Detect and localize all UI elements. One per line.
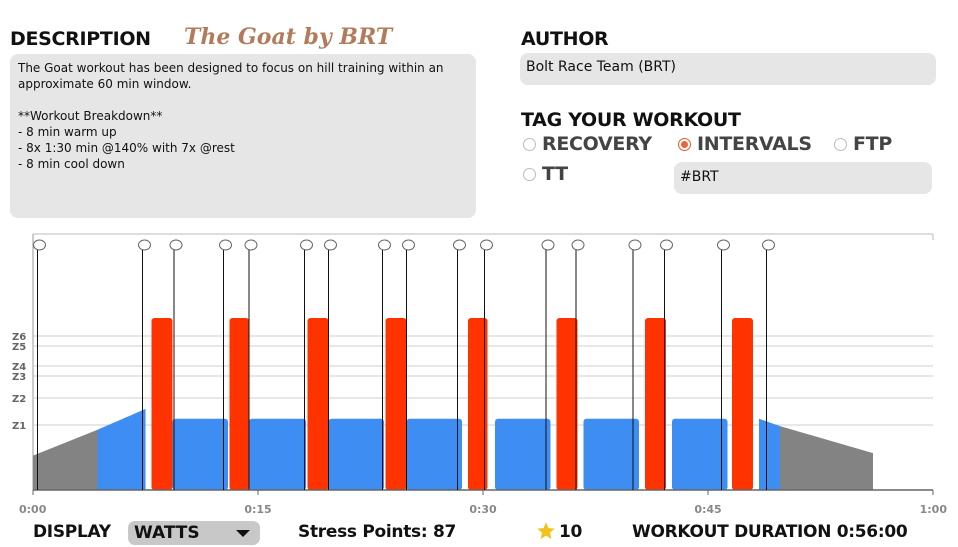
stress-value: 87 [432, 522, 457, 542]
stress-label: Stress Points: [298, 522, 428, 542]
tag-label: INTERVALS [697, 133, 812, 155]
tag-intervals[interactable]: INTERVALS [678, 133, 812, 155]
recovery-block [672, 418, 728, 490]
radio-selected-icon[interactable] [678, 137, 691, 151]
tag-ftp[interactable]: FTP [834, 133, 892, 155]
recovery-block [172, 418, 228, 490]
tag-tt[interactable]: TT [523, 163, 568, 185]
ramp-block [97, 408, 146, 490]
comment-bubble-icon [378, 239, 391, 251]
comment-bubble-icon [402, 239, 415, 251]
description-textarea[interactable]: The Goat workout has been designed to fo… [10, 54, 476, 218]
x-tick-label: 0:45 [694, 503, 721, 516]
duration-label: WORKOUT DURATION [632, 522, 832, 542]
comment-bubble-icon [571, 239, 585, 251]
interval-block [468, 318, 488, 490]
workout-duration: WORKOUT DURATION 0:56:00 [632, 522, 908, 542]
display-value: WATTS [134, 523, 200, 543]
tag-label: FTP [853, 133, 892, 155]
x-tick-label: 1:00 [920, 503, 948, 516]
comment-bubble-icon [453, 239, 466, 251]
zone-label: Z2 [12, 394, 26, 405]
warmup-cooldown-block [33, 429, 98, 490]
zone-label: Z6 [12, 332, 26, 343]
zone-label: Z1 [12, 421, 26, 432]
display-select[interactable]: WATTS [128, 521, 260, 545]
author-field[interactable]: Bolt Race Team (BRT) [520, 53, 936, 85]
recovery-block [495, 418, 551, 490]
radio-icon[interactable] [523, 167, 536, 181]
zone-label: Z4 [12, 362, 26, 373]
interval-block [385, 318, 407, 490]
recovery-block [583, 418, 639, 490]
stress-points: Stress Points: 87 [298, 522, 456, 542]
radio-icon[interactable] [523, 137, 536, 151]
interval-block [307, 318, 329, 490]
display-label: DISPLAY [33, 522, 111, 542]
comment-bubble-icon [138, 239, 151, 251]
recovery-block [249, 418, 306, 490]
zone-label: Z3 [12, 372, 26, 383]
custom-tag-input[interactable]: #BRT [674, 162, 932, 194]
description-header: DESCRIPTION [10, 28, 151, 50]
comment-bubble-icon [541, 239, 555, 251]
comment-bubble-icon [480, 239, 493, 251]
ramp-block [759, 418, 780, 490]
x-tick-label: 0:30 [469, 503, 497, 516]
interval-block [229, 318, 249, 490]
interval-block [151, 318, 173, 490]
recovery-block [328, 418, 384, 490]
interval-block [645, 318, 666, 490]
comment-bubble-icon [762, 239, 775, 251]
zone-label: Z5 [12, 342, 26, 353]
comment-bubble-icon [169, 239, 183, 251]
x-tick-label: 0:00 [19, 503, 47, 516]
tag-label: RECOVERY [542, 133, 652, 155]
tag-recovery[interactable]: RECOVERY [523, 133, 652, 155]
star-icon[interactable] [536, 521, 556, 541]
chevron-down-icon [236, 530, 250, 537]
x-tick-label: 0:15 [244, 503, 271, 516]
comment-bubble-icon [660, 239, 673, 251]
duration-value: 0:56:00 [836, 522, 908, 542]
comment-bubble-icon [717, 239, 730, 251]
comment-bubble-icon [324, 239, 337, 251]
comment-bubble-icon [219, 239, 232, 251]
interval-block [732, 318, 753, 490]
author-header: AUTHOR [521, 28, 609, 50]
interval-block [556, 318, 578, 490]
radio-icon[interactable] [834, 137, 847, 151]
rating-value: 10 [559, 522, 583, 542]
comment-bubble-icon [244, 239, 258, 251]
comment-bubble-icon [628, 239, 642, 251]
tag-label: TT [542, 163, 568, 185]
recovery-block [406, 418, 462, 490]
workout-title[interactable]: The Goat by BRT [184, 24, 393, 50]
warmup-cooldown-block [780, 426, 873, 490]
comment-bubble-icon [33, 239, 46, 251]
comment-bubble-icon [300, 239, 313, 251]
tag-header: TAG YOUR WORKOUT [521, 109, 741, 131]
